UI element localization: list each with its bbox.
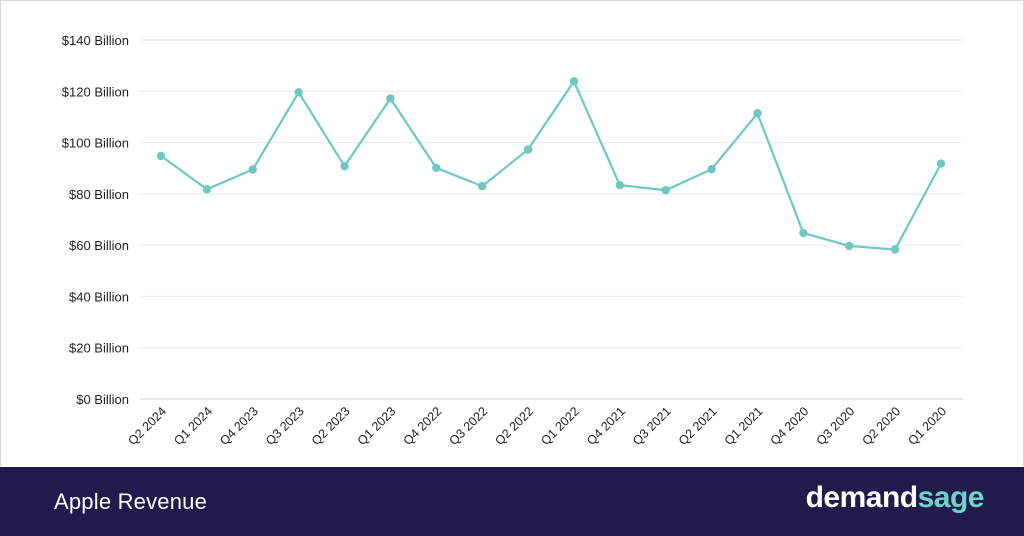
y-tick-label: $20 Billion	[69, 341, 129, 356]
x-tick-label: Q4 2021	[584, 404, 628, 448]
x-tick-label: Q2 2022	[492, 404, 536, 448]
gridlines	[140, 39, 963, 400]
series-line	[160, 80, 942, 251]
x-tick-label: Q1 2023	[355, 404, 399, 448]
y-tick-label: $40 Billion	[69, 289, 129, 304]
x-tick-label: Q3 2023	[263, 404, 307, 448]
data-point	[432, 163, 441, 173]
x-tick-label: Q2 2023	[309, 404, 353, 448]
line-chart: $0 Billion $20 Billion $40 Billion $60 Bill…	[62, 33, 963, 448]
data-point	[156, 151, 166, 161]
y-tick-label: $0 Billion	[76, 392, 129, 407]
data-point	[340, 161, 349, 171]
data-point	[202, 185, 212, 194]
data-point	[936, 159, 946, 168]
data-point	[615, 180, 625, 190]
brand-logo-part1: demand	[805, 481, 919, 514]
data-point	[569, 77, 579, 86]
y-tick-label: $80 Billion	[69, 187, 129, 202]
y-tick-label: $60 Billion	[69, 238, 129, 253]
x-tick-label: Q2 2020	[859, 404, 903, 448]
data-point	[845, 241, 854, 251]
x-tick-label: Q3 2022	[446, 404, 490, 448]
x-tick-label: Q3 2021	[630, 404, 674, 448]
data-point	[248, 165, 257, 174]
data-point	[890, 245, 900, 254]
y-tick-label: $100 Billion	[62, 136, 129, 151]
x-tick-label: Q4 2023	[217, 404, 261, 448]
series-revenue	[156, 77, 946, 254]
brand-logo-part2: sage	[917, 481, 985, 514]
x-tick-label: Q4 2022	[401, 404, 445, 448]
data-point	[799, 228, 808, 238]
y-tick-label: $140 Billion	[62, 33, 129, 48]
data-point	[523, 145, 533, 154]
data-point	[753, 109, 762, 118]
data-point	[707, 165, 716, 174]
y-tick-label: $120 Billion	[62, 84, 129, 99]
x-axis: Q2 2024 Q1 2024 Q4 2023 Q3 2023 Q2 2023 Q1 20…	[125, 404, 949, 448]
data-point	[386, 94, 395, 103]
x-tick-label: Q1 2024	[171, 404, 215, 448]
x-tick-label: Q1 2022	[538, 404, 582, 448]
x-tick-label: Q4 2020	[768, 404, 812, 448]
x-tick-label: Q3 2020	[814, 404, 858, 448]
footer-bar: Apple Revenue demandsage	[0, 467, 1024, 536]
x-tick-label: Q1 2021	[722, 404, 766, 448]
chart-title: Apple Revenue	[54, 489, 208, 514]
x-tick-label: Q2 2024	[125, 404, 169, 448]
data-point	[477, 181, 487, 191]
x-tick-label: Q1 2020	[905, 404, 949, 448]
x-tick-label: Q2 2021	[676, 404, 720, 448]
data-point	[661, 186, 670, 195]
data-point	[294, 88, 303, 97]
brand-logo: demandsage	[805, 481, 985, 515]
y-axis: $0 Billion $20 Billion $40 Billion $60 Bill…	[62, 33, 129, 407]
